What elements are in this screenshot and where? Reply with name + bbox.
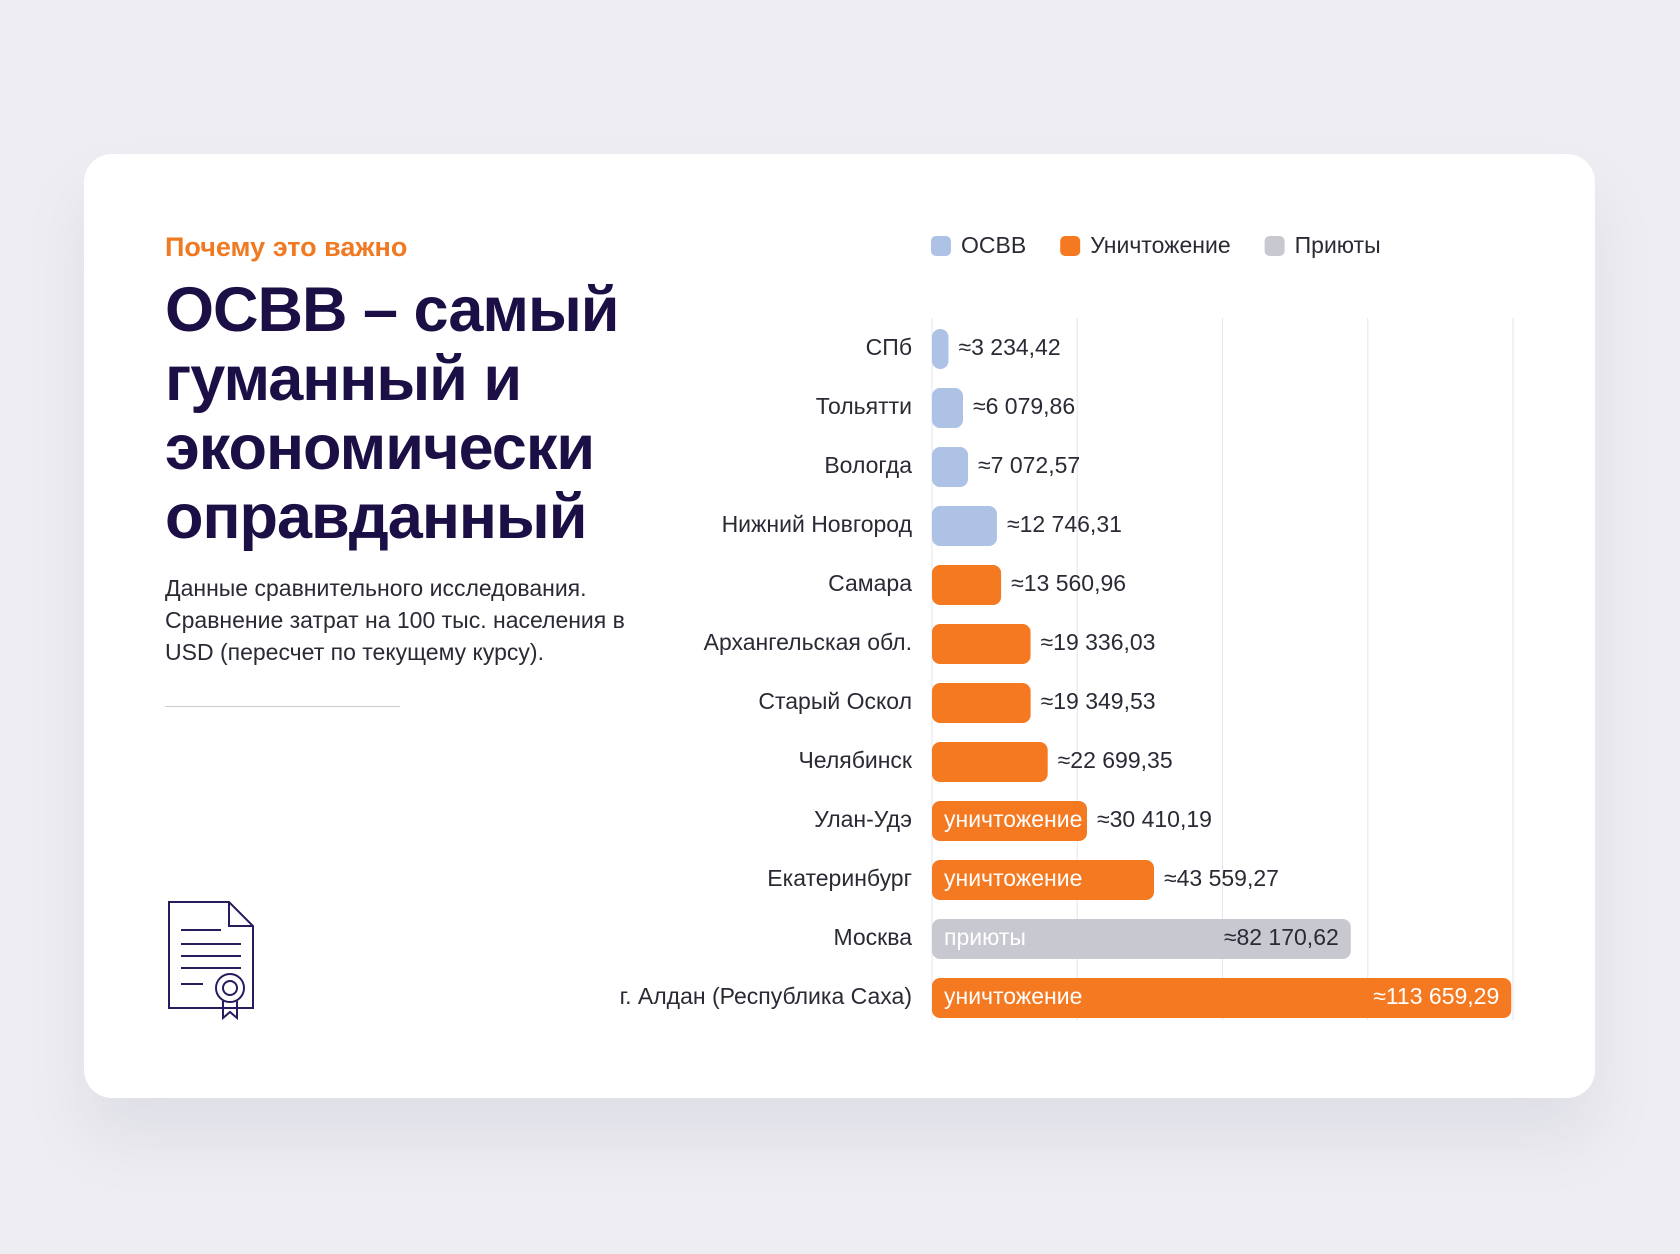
bar <box>932 506 997 546</box>
category-label: Тольятти <box>816 393 912 419</box>
eyebrow: Почему это важно <box>165 232 408 262</box>
category-label: Вологда <box>824 452 912 478</box>
value-label: ≈19 349,53 <box>1041 688 1156 714</box>
bar <box>932 624 1031 664</box>
category-label: Улан-Удэ <box>814 806 912 832</box>
bar <box>932 742 1048 782</box>
value-label: ≈19 336,03 <box>1041 629 1156 655</box>
legend-swatch <box>1264 236 1285 256</box>
bar <box>932 801 1087 841</box>
legend-swatch <box>931 236 951 256</box>
bar <box>932 860 1154 900</box>
legend-label: ОСВВ <box>961 232 1026 258</box>
bar-label: приюты <box>944 924 1026 950</box>
value-label: ≈13 560,96 <box>1011 570 1126 596</box>
bar <box>932 447 969 487</box>
description: Данные сравнительного исследования. Срав… <box>165 575 625 665</box>
category-label: Екатеринбург <box>767 865 912 891</box>
document-icon <box>168 901 254 1021</box>
category-label: Старый Оскол <box>758 688 912 714</box>
chart: ОСВВ Уничтожение Приюты СПб ≈3 234,42 Тольятт… <box>620 232 1514 1020</box>
bar <box>932 978 1512 1018</box>
card: Почему это важно ОСВВ – самый гуманный и… <box>84 154 1595 1098</box>
value-label: ≈7 072,57 <box>978 452 1080 478</box>
category-label: Нижний Новгород <box>722 511 913 537</box>
bar <box>932 329 949 369</box>
category-label: Самара <box>828 570 912 596</box>
bar <box>932 388 963 428</box>
bar-label: уничтожение <box>944 865 1082 891</box>
value-label: ≈113 659,29 <box>1373 983 1499 1009</box>
category-label: Челябинск <box>798 747 912 773</box>
legend-swatch <box>1060 236 1081 256</box>
value-label: ≈43 559,27 <box>1164 865 1279 891</box>
value-label: ≈22 699,35 <box>1058 747 1173 773</box>
value-label: ≈82 170,62 <box>1224 924 1339 950</box>
legend-label: Приюты <box>1295 232 1381 258</box>
category-label: Архангельская обл. <box>704 629 912 655</box>
category-label: Москва <box>833 924 912 950</box>
value-label: ≈12 746,31 <box>1007 511 1122 537</box>
category-label: г. Алдан (Республика Саха) <box>620 983 912 1009</box>
title: ОСВВ – самый гуманный и экономически опр… <box>165 275 620 552</box>
value-label: ≈3 234,42 <box>958 334 1060 360</box>
value-label: ≈6 079,86 <box>973 393 1075 419</box>
bar <box>932 919 1351 959</box>
bar <box>932 565 1002 605</box>
legend-label: Уничтожение <box>1090 232 1230 258</box>
category-label: СПб <box>866 334 912 360</box>
value-label: ≈30 410,19 <box>1097 806 1212 832</box>
bar <box>932 683 1031 723</box>
divider <box>165 706 400 707</box>
bar-label: уничтожение <box>944 983 1082 1009</box>
bar-label: уничтожение <box>944 806 1082 832</box>
